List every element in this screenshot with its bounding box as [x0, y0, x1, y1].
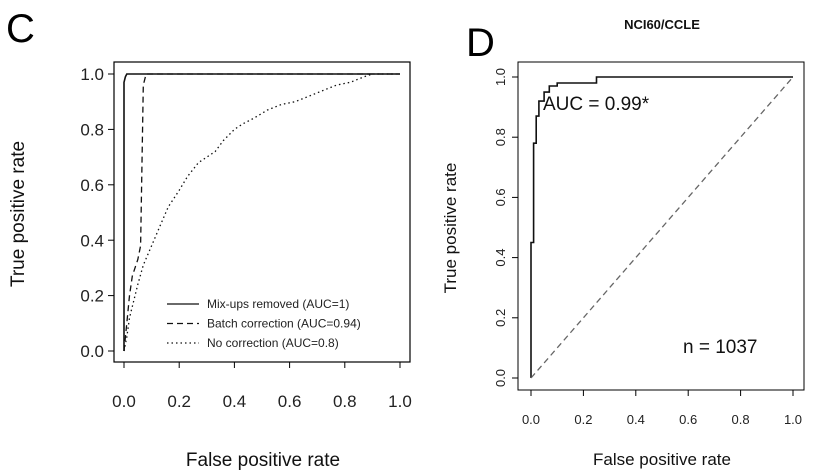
panel-c-x-axis: 0.0 0.2 0.4 0.6 0.8 1.0 [112, 362, 412, 411]
c-x-tick-label: 1.0 [388, 392, 412, 411]
c-x-tick-label: 0.8 [333, 392, 357, 411]
d-x-tick-label: 0.8 [732, 412, 750, 427]
panel-c-x-axis-label: False positive rate [186, 450, 340, 471]
c-x-tick-label: 0.6 [278, 392, 302, 411]
c-y-tick-label: 0.8 [80, 121, 104, 140]
c-y-tick-label: 1.0 [80, 65, 104, 84]
c-series-dotted-line [123, 73, 400, 352]
panel-c-plot-frame [113, 61, 411, 363]
legend-entry-label: Mix-ups removed (AUC=1) [207, 297, 349, 311]
d-x-tick-label: 0.2 [574, 412, 592, 427]
panel-c-y-axis: 0.0 0.2 0.4 0.6 0.8 1.0 [80, 65, 114, 361]
panel-d-letter: D [466, 21, 495, 65]
panel-c-legend: Mix-ups removed (AUC=1) Batch correction … [167, 297, 361, 350]
d-y-tick-label: 0.4 [493, 249, 508, 267]
legend-entry-label: No correction (AUC=0.8) [207, 336, 339, 350]
c-y-tick-label: 0.4 [80, 231, 104, 250]
c-y-tick-label: 0.6 [80, 176, 104, 195]
c-y-tick-label: 0.0 [80, 342, 104, 361]
c-x-tick-label: 0.2 [167, 392, 191, 411]
panel-c-y-axis-label: True positive rate [8, 141, 29, 287]
panel-d-series-group [530, 76, 794, 379]
panel-c: C 0.00.20.40.60.81.0 0.0 0.2 0.4 0.6 0.8 1.0 … [6, 7, 412, 471]
d-x-tick-label: 1.0 [784, 412, 802, 427]
d-y-tick-label: 0.0 [493, 369, 508, 387]
panel-c-letter: C [6, 7, 35, 51]
d-series-solid-line [530, 76, 793, 378]
panel-c-series-group [123, 73, 400, 352]
d-x-tick-label: 0.0 [522, 412, 540, 427]
panel-d-y-axis: 0.0 0.2 0.4 0.6 0.8 1.0 [493, 68, 518, 387]
d-x-tick-label: 0.6 [679, 412, 697, 427]
panel-d: D NCI60/CCLE 0.00.20.40.60.81.0 0.0 0.2 0.… [441, 17, 805, 469]
legend-entry-label: Batch correction (AUC=0.94) [207, 317, 361, 331]
c-x-tick-label: 0.0 [112, 392, 136, 411]
panel-d-auc-annotation: AUC = 0.99* [543, 94, 650, 115]
d-series-dashed-line [530, 76, 794, 379]
panel-d-title: NCI60/CCLE [624, 17, 700, 32]
d-x-tick-label: 0.4 [627, 412, 645, 427]
d-y-tick-label: 1.0 [493, 68, 508, 86]
d-y-tick-label: 0.8 [493, 128, 508, 146]
d-y-tick-label: 0.6 [493, 188, 508, 206]
panel-d-y-axis-label: True positive rate [441, 163, 460, 294]
c-series-dashed-line [123, 73, 400, 352]
panel-d-x-axis-label: False positive rate [593, 450, 731, 469]
panel-d-plot-frame [517, 61, 805, 391]
c-y-tick-label: 0.2 [80, 287, 104, 306]
panel-d-n-annotation: n = 1037 [683, 337, 758, 358]
c-x-tick-label: 0.4 [223, 392, 247, 411]
d-y-tick-label: 0.2 [493, 309, 508, 327]
panel-d-x-axis: 0.0 0.2 0.4 0.6 0.8 1.0 [522, 390, 802, 427]
